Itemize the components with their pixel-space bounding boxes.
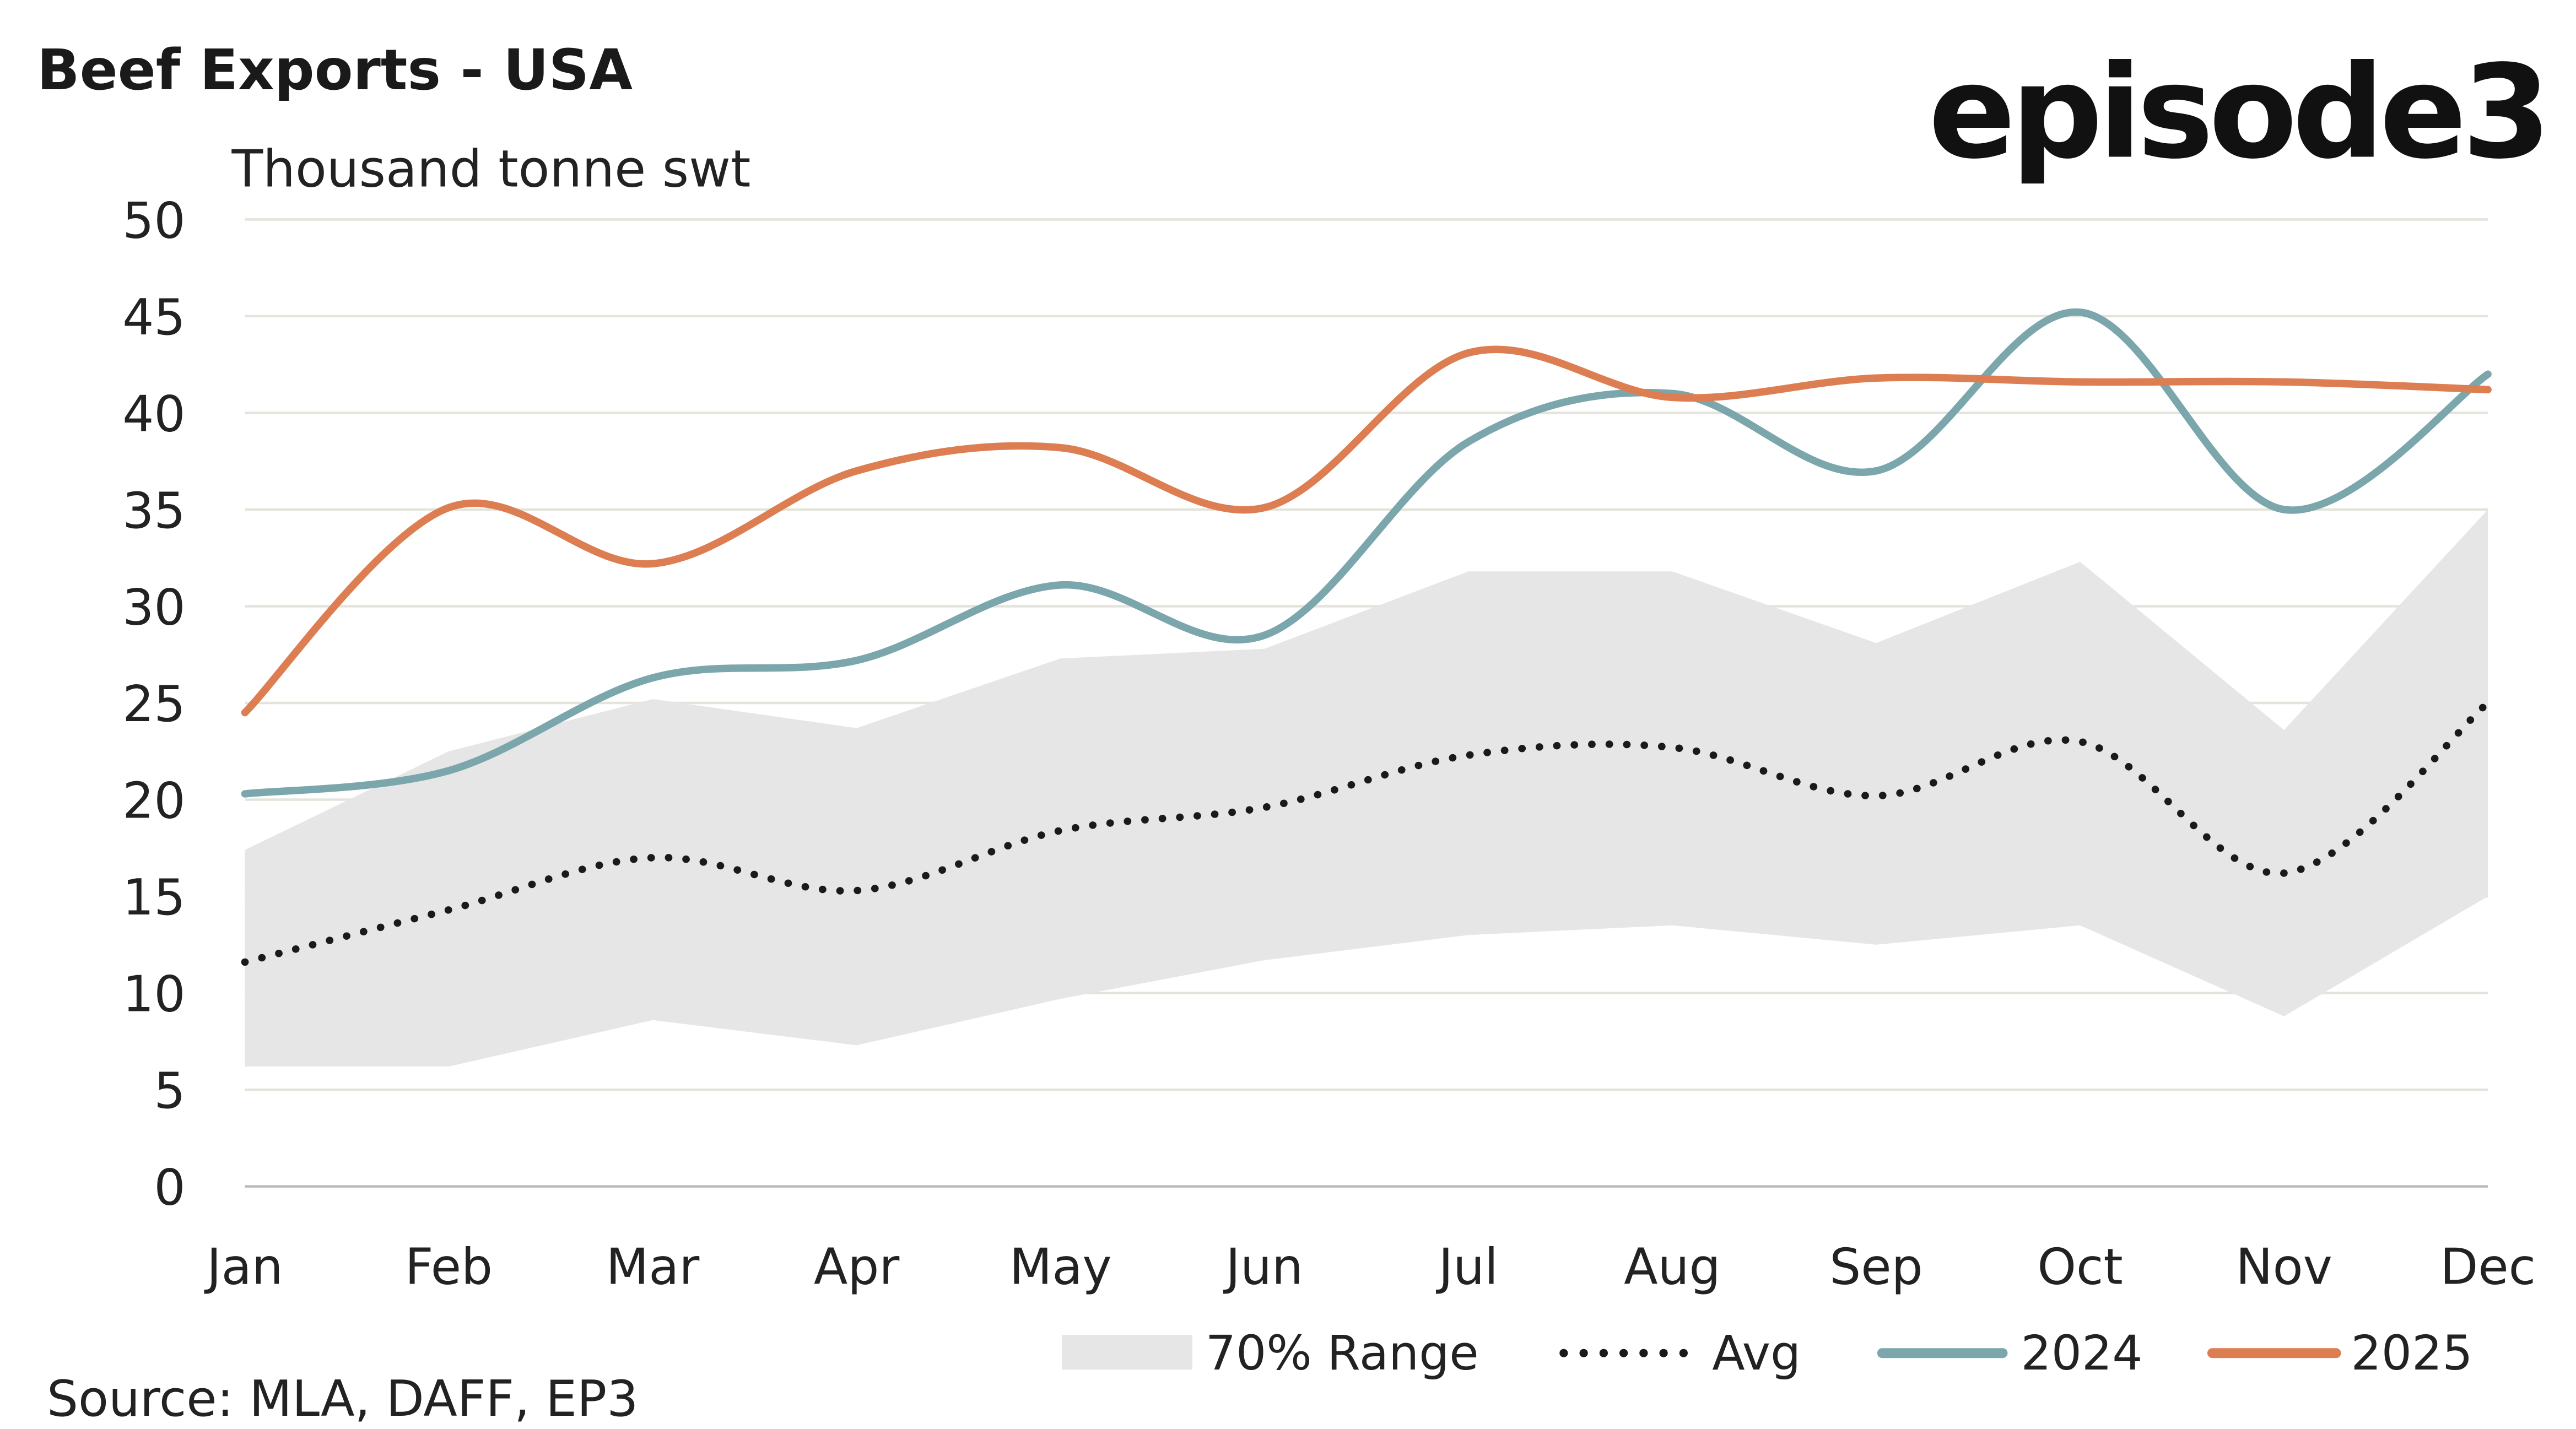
y-tick-label: 50 <box>122 192 185 250</box>
x-tick-label: Aug <box>1624 1238 1720 1296</box>
source-note: Source: MLA, DAFF, EP3 <box>47 1371 638 1428</box>
chart-title: Beef Exports - USA <box>37 37 633 103</box>
y-tick-label: 35 <box>122 483 185 540</box>
legend: 70% Range Avg 2024 2025 <box>1062 1325 2473 1381</box>
legend-range-label: 70% Range <box>1206 1325 1479 1381</box>
x-tick-label: Mar <box>606 1238 700 1296</box>
x-tick-label: Apr <box>814 1238 900 1296</box>
x-tick-label: Nov <box>2235 1238 2332 1296</box>
x-tick-label: Sep <box>1829 1238 1922 1296</box>
series-line-2025 <box>241 345 2492 717</box>
y-axis-label: Thousand tonne swt <box>231 139 750 198</box>
x-tick-label: Jul <box>1436 1238 1498 1296</box>
x-tick-label: Feb <box>405 1238 493 1296</box>
y-tick-label: 25 <box>122 676 185 733</box>
series-line-2024 <box>241 308 2492 798</box>
y-tick-label: 10 <box>122 966 185 1024</box>
legend-range-swatch <box>1062 1335 1192 1370</box>
x-tick-label: Oct <box>2037 1238 2123 1296</box>
y-tick-label: 40 <box>122 386 185 443</box>
plot-area <box>241 308 2492 1067</box>
range-band <box>245 509 2488 1067</box>
legend-2024-label: 2024 <box>2021 1325 2142 1381</box>
y-tick-label: 45 <box>122 289 185 347</box>
x-axis-ticks: Jan Feb Mar Apr May Jun Jul Aug Sep Oct Nov Dec <box>204 1238 2536 1296</box>
x-tick-label: Jan <box>204 1238 283 1296</box>
y-tick-label: 30 <box>122 579 185 636</box>
y-tick-label: 15 <box>122 869 185 927</box>
y-tick-label: 0 <box>154 1160 185 1217</box>
x-tick-label: Dec <box>2440 1238 2536 1296</box>
episode3-logo: episode3 <box>1929 38 2547 188</box>
y-axis-ticks: 0 5 10 15 20 25 30 35 40 45 50 <box>122 192 185 1216</box>
legend-avg-label: Avg <box>1712 1325 1801 1381</box>
x-tick-label: May <box>1009 1238 1112 1296</box>
legend-2025-label: 2025 <box>2351 1325 2473 1381</box>
x-tick-label: Jun <box>1223 1238 1303 1296</box>
series-line-avg <box>241 699 2492 966</box>
y-tick-label: 20 <box>122 773 185 830</box>
y-tick-label: 5 <box>154 1063 185 1120</box>
